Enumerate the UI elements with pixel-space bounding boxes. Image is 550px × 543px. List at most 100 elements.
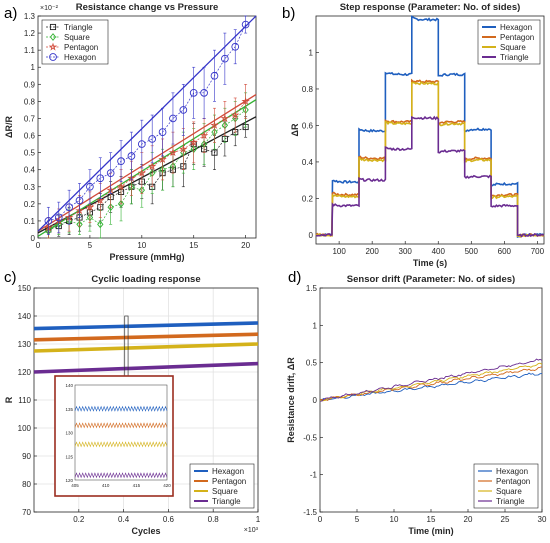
- legend-entry: Hexagon: [64, 53, 96, 62]
- fit-line: [37, 15, 257, 232]
- legend-entry: Pentagon: [64, 43, 98, 52]
- x-tick-label: 10: [137, 241, 146, 250]
- y-tick-label: 140: [18, 312, 32, 321]
- panel-b: 100 200 300 400 500 600 700 0 0.2 0.4 0.6 0.8 1 Step …: [282, 2, 545, 268]
- inset-y-tick-label: 140: [65, 383, 73, 388]
- data-point: [85, 202, 95, 211]
- legend-entry: Pentagon: [500, 33, 534, 42]
- x-tick-label: 700: [531, 247, 545, 256]
- inset: 405 410 415 420 120 125 130 135 140: [54, 375, 174, 497]
- y-axis-label: ΔR/R: [4, 116, 14, 138]
- legend-entry: Pentagon: [496, 477, 530, 486]
- series-line: [48, 126, 246, 230]
- y-tick-label: 0: [31, 234, 36, 243]
- series-hexagon: [315, 15, 545, 238]
- data-point: [179, 144, 188, 153]
- x-tick-label: 300: [399, 247, 413, 256]
- data-point: [65, 203, 73, 212]
- data-point: [210, 71, 219, 80]
- x-axis-label: Time (s): [413, 258, 447, 268]
- y-tick-label: 0.2: [302, 194, 314, 203]
- y-axis-label: Resistance drift, ΔR: [286, 357, 296, 443]
- y-tick-label: 0.6: [24, 132, 36, 141]
- x-tick-label: 0.6: [163, 515, 175, 524]
- y-tick-label: 110: [18, 396, 31, 405]
- y-tick-label: 0.4: [302, 158, 314, 167]
- series-pentagon: [37, 84, 257, 239]
- y-tick-label: 1.1: [24, 46, 36, 55]
- series-hexagon: [33, 321, 259, 331]
- inset-axes: [74, 384, 168, 481]
- y-tick-label: 1: [31, 63, 36, 72]
- legend-entry: Triangle: [500, 53, 529, 62]
- inset-x-tick-label: 420: [163, 483, 171, 488]
- y-tick-label: 0.2: [24, 200, 36, 209]
- panel-title: Resistance change vs Pressure: [76, 2, 219, 13]
- y-tick-label: 0.6: [302, 121, 314, 130]
- x-tick-label: 0.4: [118, 515, 130, 524]
- inset-x-tick-label: 405: [71, 483, 79, 488]
- y-tick-label: -1.5: [303, 508, 317, 517]
- legend-entry: Hexagon: [212, 467, 244, 476]
- x-tick-label: 200: [365, 247, 379, 256]
- data-point: [127, 152, 136, 160]
- x-tick-label: 100: [332, 247, 346, 256]
- series-square: [33, 342, 259, 353]
- series-pentagon: [315, 78, 545, 238]
- y-tick-label: 0.8: [302, 85, 314, 94]
- series-triangle: [319, 358, 543, 402]
- data-point: [179, 106, 188, 114]
- y-tick-label: 0.7: [24, 114, 36, 123]
- inset-y-tick-label: 130: [65, 431, 73, 436]
- data-point: [189, 137, 198, 146]
- data-point: [148, 135, 157, 143]
- data-point: [106, 169, 115, 177]
- x-tick-label: 500: [465, 247, 479, 256]
- legend-entry: Square: [496, 487, 522, 496]
- data-point: [221, 54, 229, 63]
- y-tick-label: 80: [22, 480, 31, 489]
- x-tick-label: 0.2: [73, 515, 85, 524]
- inset-x-tick-label: 410: [102, 483, 110, 488]
- y-tick-label: 150: [18, 284, 32, 293]
- y-tick-label: 120: [18, 368, 32, 377]
- legend-entry: Triangle: [496, 497, 525, 506]
- inset-series-hexagon: [74, 405, 168, 412]
- panel-label: a): [4, 5, 17, 22]
- data-point: [86, 182, 94, 191]
- series-pentagon: [319, 366, 543, 402]
- data-point: [137, 168, 147, 177]
- inset-series-square: [74, 441, 168, 448]
- y-exponent: ×10⁻²: [40, 5, 59, 12]
- y-tick-label: 1: [309, 48, 314, 57]
- inset-y-tick-label: 135: [65, 407, 73, 412]
- x-tick-label: 10: [390, 515, 399, 524]
- x-tick-label: 15: [189, 241, 198, 250]
- x-tick-label: 600: [498, 247, 512, 256]
- inset-x-tick-label: 415: [133, 483, 141, 488]
- panel-label: b): [282, 5, 295, 22]
- series-square: [315, 80, 545, 238]
- y-tick-label: 1.2: [24, 29, 36, 38]
- data-point: [231, 42, 240, 51]
- legend-entry: Triangle: [212, 497, 241, 506]
- y-tick-label: 0.8: [24, 97, 36, 106]
- panel-d: 0 5 10 15 20 25 30 -1.5 -1 -0.5 0 0.5 1 1.5 Sensor dri…: [286, 269, 547, 536]
- data-point: [189, 88, 198, 97]
- x-tick-label: 25: [501, 515, 510, 524]
- y-tick-label: 90: [22, 452, 31, 461]
- legend-entry: Square: [212, 487, 238, 496]
- data-point: [199, 131, 209, 140]
- panel-a: 0 5 10 15 20 0 0.1 0.2 0.3 0.4 0.5 0.6 0.7 0.8 0.9 1 1.1…: [4, 2, 257, 262]
- x-tick-label: 5: [88, 241, 93, 250]
- axes-box: [315, 15, 545, 245]
- series-hexagon: [37, 15, 257, 235]
- data-point: [241, 96, 250, 105]
- series-line: [48, 101, 246, 229]
- x-exponent: ×10³: [244, 527, 259, 534]
- inset-y-tick-label: 125: [65, 454, 73, 459]
- legend-entry: Square: [500, 43, 526, 52]
- legend-entry: Hexagon: [496, 467, 528, 476]
- y-tick-label: 0.1: [24, 217, 36, 226]
